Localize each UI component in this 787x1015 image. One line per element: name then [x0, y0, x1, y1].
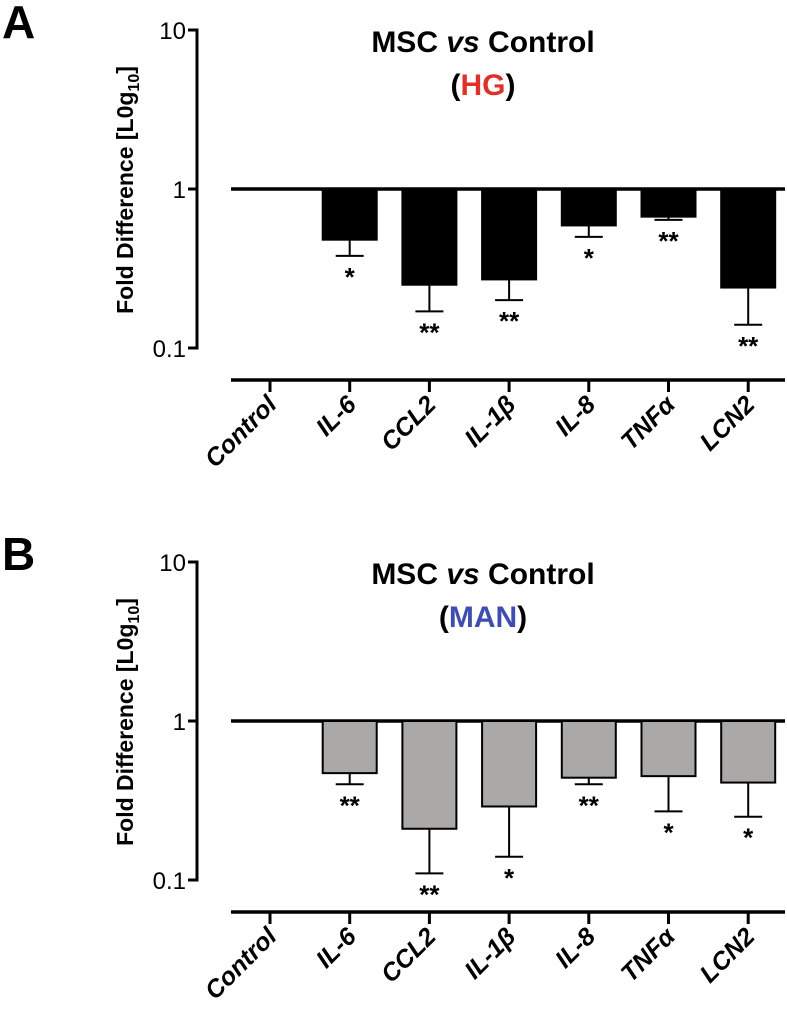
- x-tick-label: IL-1β: [459, 922, 521, 984]
- chart-subtitle: (MAN): [439, 601, 527, 634]
- x-tick-label: IL-6: [311, 390, 363, 442]
- title-suffix: Control: [480, 558, 595, 591]
- x-tick-label: TNFα: [616, 921, 682, 987]
- y-label-end: ]: [112, 598, 138, 606]
- y-axis-label: Fold Difference [L0g10]: [112, 66, 143, 314]
- bar: [321, 188, 378, 241]
- significance-label: **: [419, 317, 440, 347]
- significance-label: *: [663, 817, 674, 847]
- bar: [321, 720, 378, 775]
- chart-title: MSC vs Control: [371, 26, 594, 59]
- bar: [401, 188, 458, 286]
- y-label-end: ]: [112, 66, 138, 74]
- bar: [401, 720, 458, 830]
- y-tick-label: 1: [173, 709, 186, 736]
- x-tick-label: IL-8: [550, 390, 601, 441]
- significance-label: *: [743, 823, 754, 853]
- x-tick-label: CCL2: [376, 922, 442, 988]
- bar: [560, 720, 617, 779]
- significance-label: **: [499, 306, 520, 336]
- y-tick-label: 10: [159, 18, 186, 45]
- subtitle-text: HG: [461, 69, 506, 102]
- significance-label: **: [419, 879, 440, 909]
- significance-label: *: [504, 863, 515, 893]
- significance-label: *: [584, 243, 595, 273]
- bar: [560, 188, 617, 227]
- y-tick-label: 10: [159, 550, 186, 577]
- significance-label: *: [345, 262, 356, 292]
- subtitle-paren: (: [451, 69, 461, 102]
- significance-label: **: [738, 331, 759, 361]
- y-tick-label: 1: [173, 177, 186, 204]
- x-tick-label: IL-6: [311, 922, 363, 974]
- chart-title: MSC vs Control: [371, 558, 594, 591]
- bar: [640, 188, 697, 218]
- y-label-sub: 10: [126, 74, 143, 92]
- x-tick-label: Control: [200, 390, 283, 473]
- subtitle-paren: (: [439, 601, 449, 634]
- y-label-sub: 10: [126, 606, 143, 624]
- panel-letter: A: [2, 0, 35, 48]
- x-tick-label: LCN2: [694, 922, 760, 988]
- subtitle-paren: ): [517, 601, 527, 634]
- title-italic: vs: [446, 26, 479, 59]
- subtitle-paren: ): [506, 69, 516, 102]
- y-axis-label: Fold Difference [L0g10]: [112, 598, 143, 846]
- title-italic: vs: [446, 558, 479, 591]
- significance-label: **: [579, 790, 600, 820]
- x-tick-label: CCL2: [376, 390, 442, 456]
- title-suffix: Control: [480, 26, 595, 59]
- y-label-main: Fold Difference [L0g: [112, 624, 138, 846]
- x-tick-label: IL-1β: [459, 390, 521, 452]
- bar: [720, 188, 777, 289]
- x-tick-label: Control: [200, 922, 283, 1005]
- panel-letter: B: [2, 528, 35, 580]
- bar: [481, 720, 538, 808]
- y-label-main: Fold Difference [L0g: [112, 92, 138, 314]
- x-tick-label: TNFα: [616, 389, 682, 455]
- chart-subtitle: (HG): [451, 69, 516, 102]
- bar: [720, 720, 777, 784]
- y-tick-label: 0.1: [153, 336, 186, 363]
- title-prefix: MSC: [371, 558, 446, 591]
- x-tick-label: IL-8: [550, 922, 601, 973]
- significance-label: **: [658, 226, 679, 256]
- bar: [481, 188, 538, 281]
- y-tick-label: 0.1: [153, 868, 186, 895]
- x-tick-label: LCN2: [694, 390, 760, 456]
- bar: [640, 720, 697, 778]
- subtitle-text: MAN: [449, 601, 517, 634]
- title-prefix: MSC: [371, 26, 446, 59]
- significance-label: **: [340, 790, 361, 820]
